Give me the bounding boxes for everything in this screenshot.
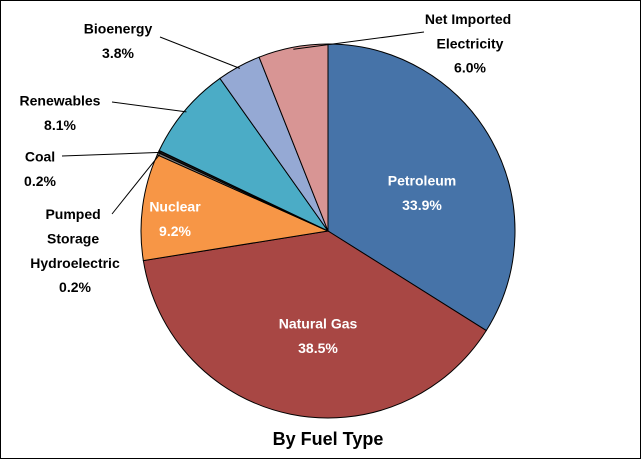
slice-value-label: 33.9%	[402, 197, 442, 213]
slice-value-label: 8.1%	[44, 117, 76, 133]
slice-label: Coal	[25, 149, 55, 165]
leader-line	[61, 151, 161, 157]
leader-line	[293, 31, 425, 50]
slice-value-label: 38.5%	[298, 340, 338, 356]
slice-label: Renewables	[20, 93, 101, 109]
slice-label: Bioenergy	[84, 21, 153, 37]
slice-value-label: 9.2%	[159, 223, 191, 239]
slice-label: Petroleum	[388, 173, 456, 189]
leader-line	[159, 36, 240, 69]
leader-line	[111, 154, 160, 215]
slice-label: Natural Gas	[279, 316, 358, 332]
pie-slice	[142, 230, 487, 419]
slice-value-label: 6.0%	[454, 60, 486, 76]
pie-slice	[327, 43, 516, 332]
slice-label: Nuclear	[149, 199, 201, 215]
leader-line	[111, 101, 187, 113]
slice-value-label: 3.8%	[102, 45, 134, 61]
chart-title: By Fuel Type	[273, 429, 384, 449]
slice-label: Pumped Storage Hydroelectric	[30, 206, 120, 271]
pie-slice	[158, 77, 330, 233]
slice-value-label: 0.2%	[24, 173, 56, 189]
slice-label: Net Imported Electricity	[425, 11, 515, 52]
slice-value-label: 0.2%	[59, 279, 91, 295]
pie-slice	[140, 154, 330, 262]
pie-slice	[258, 43, 329, 232]
